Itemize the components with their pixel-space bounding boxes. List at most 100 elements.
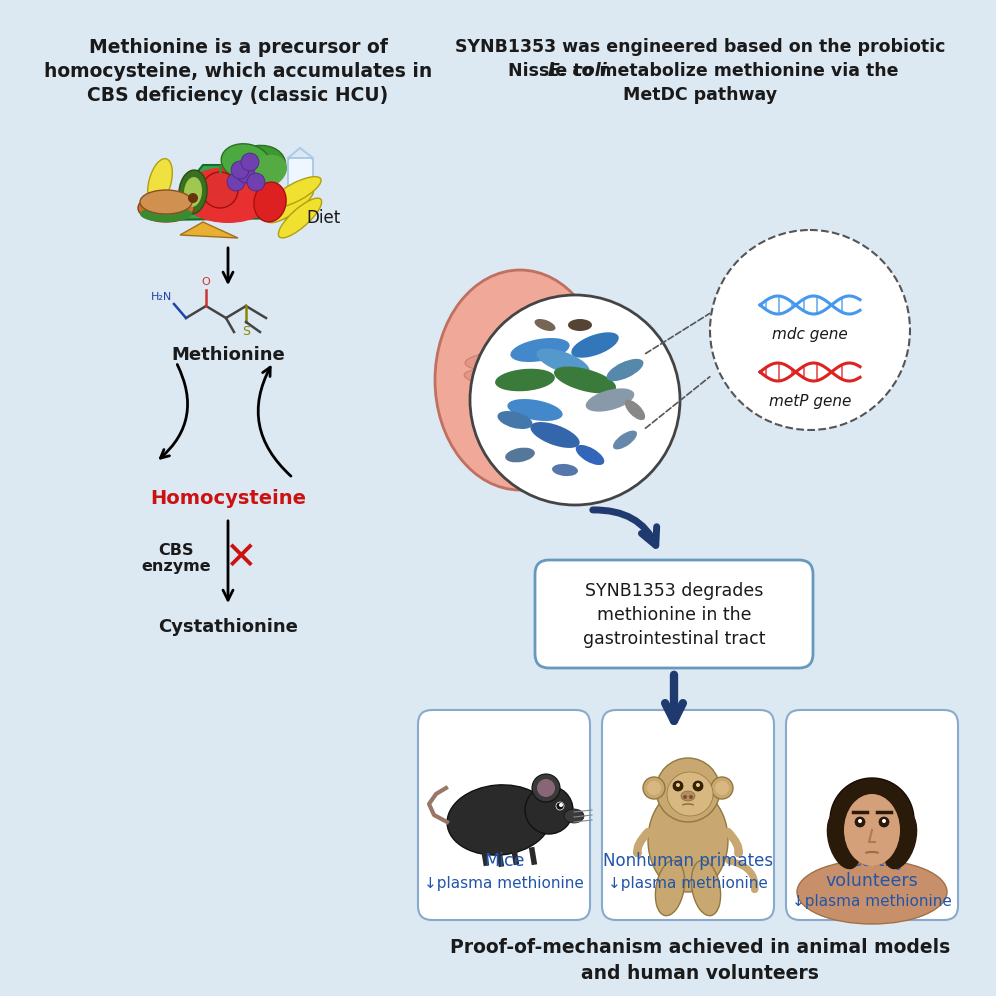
- Text: metP gene: metP gene: [769, 394, 852, 409]
- Ellipse shape: [221, 143, 271, 180]
- Circle shape: [237, 165, 255, 183]
- Circle shape: [227, 173, 245, 191]
- Ellipse shape: [140, 190, 192, 214]
- Ellipse shape: [648, 788, 728, 892]
- Ellipse shape: [271, 176, 321, 207]
- Text: methionine in the: methionine in the: [597, 606, 751, 624]
- Ellipse shape: [184, 177, 202, 207]
- Ellipse shape: [138, 194, 194, 222]
- Text: MetDC pathway: MetDC pathway: [622, 86, 777, 104]
- Ellipse shape: [586, 388, 634, 411]
- Ellipse shape: [535, 319, 556, 331]
- Ellipse shape: [180, 167, 276, 223]
- Circle shape: [231, 161, 249, 179]
- Text: Methionine: Methionine: [171, 346, 285, 364]
- Circle shape: [676, 783, 680, 787]
- Ellipse shape: [245, 154, 287, 189]
- Text: Nissle to metabolize methionine via the: Nissle to metabolize methionine via the: [502, 62, 898, 80]
- Ellipse shape: [844, 794, 900, 866]
- Circle shape: [537, 779, 555, 797]
- Ellipse shape: [797, 860, 947, 924]
- Circle shape: [673, 781, 683, 791]
- Circle shape: [855, 817, 865, 827]
- Ellipse shape: [564, 809, 584, 823]
- Text: volunteers: volunteers: [826, 872, 918, 890]
- Text: and human volunteers: and human volunteers: [581, 964, 819, 983]
- Text: S: S: [242, 325, 250, 338]
- Ellipse shape: [882, 811, 917, 870]
- Ellipse shape: [568, 319, 592, 331]
- FancyBboxPatch shape: [535, 560, 813, 668]
- Ellipse shape: [497, 411, 533, 429]
- Text: H₂N: H₂N: [150, 292, 172, 302]
- Circle shape: [656, 758, 720, 822]
- Circle shape: [693, 781, 703, 791]
- Circle shape: [879, 817, 889, 827]
- Text: enzyme: enzyme: [141, 559, 211, 574]
- Circle shape: [202, 172, 238, 208]
- FancyBboxPatch shape: [418, 710, 590, 920]
- Ellipse shape: [447, 785, 551, 856]
- Circle shape: [647, 781, 661, 795]
- Text: Diet: Diet: [306, 209, 341, 227]
- Circle shape: [532, 774, 560, 802]
- Circle shape: [470, 295, 680, 505]
- Ellipse shape: [477, 407, 577, 429]
- Text: Mice: Mice: [484, 852, 524, 870]
- Circle shape: [683, 795, 687, 799]
- Ellipse shape: [267, 187, 314, 223]
- Ellipse shape: [572, 333, 619, 358]
- Circle shape: [689, 795, 693, 799]
- Circle shape: [696, 783, 700, 787]
- Circle shape: [710, 230, 910, 430]
- Circle shape: [832, 785, 912, 865]
- Text: ✕: ✕: [224, 539, 256, 577]
- Ellipse shape: [505, 447, 535, 462]
- Text: homocysteine, which accumulates in: homocysteine, which accumulates in: [44, 62, 432, 81]
- Ellipse shape: [838, 792, 906, 864]
- Ellipse shape: [179, 170, 207, 214]
- Text: gastrointestinal tract: gastrointestinal tract: [583, 630, 765, 648]
- Ellipse shape: [624, 399, 645, 420]
- Ellipse shape: [254, 182, 286, 222]
- Circle shape: [247, 173, 265, 191]
- Text: SYNB1353 was engineered based on the probiotic: SYNB1353 was engineered based on the pro…: [455, 38, 945, 56]
- Ellipse shape: [552, 464, 578, 476]
- Circle shape: [715, 781, 729, 795]
- Circle shape: [559, 803, 563, 807]
- Ellipse shape: [477, 425, 573, 445]
- Ellipse shape: [554, 367, 617, 393]
- Circle shape: [643, 777, 665, 799]
- Ellipse shape: [576, 445, 605, 465]
- FancyBboxPatch shape: [786, 710, 958, 920]
- Ellipse shape: [278, 198, 322, 238]
- Text: SYNB1353 degrades: SYNB1353 degrades: [585, 582, 763, 600]
- Ellipse shape: [470, 388, 580, 411]
- Text: mdc gene: mdc gene: [772, 327, 848, 342]
- Ellipse shape: [691, 861, 721, 915]
- Circle shape: [556, 802, 564, 810]
- Ellipse shape: [655, 861, 684, 915]
- Ellipse shape: [827, 811, 862, 870]
- Circle shape: [188, 193, 198, 203]
- Ellipse shape: [537, 349, 590, 375]
- Text: CBS: CBS: [158, 543, 194, 558]
- Ellipse shape: [147, 158, 172, 205]
- Circle shape: [711, 777, 733, 799]
- Text: O: O: [201, 277, 210, 287]
- Ellipse shape: [495, 369, 555, 391]
- Ellipse shape: [681, 791, 695, 801]
- Ellipse shape: [607, 359, 643, 381]
- Ellipse shape: [856, 842, 888, 882]
- Text: Methionine is a precursor of: Methionine is a precursor of: [89, 38, 387, 57]
- Circle shape: [858, 819, 862, 823]
- Ellipse shape: [435, 270, 605, 490]
- Circle shape: [241, 153, 259, 171]
- Polygon shape: [158, 165, 293, 220]
- Polygon shape: [180, 222, 238, 238]
- Circle shape: [525, 786, 573, 834]
- FancyBboxPatch shape: [288, 158, 313, 196]
- Ellipse shape: [226, 145, 286, 190]
- Ellipse shape: [510, 338, 570, 362]
- Text: Proof-of-mechanism achieved in animal models: Proof-of-mechanism achieved in animal mo…: [450, 938, 950, 957]
